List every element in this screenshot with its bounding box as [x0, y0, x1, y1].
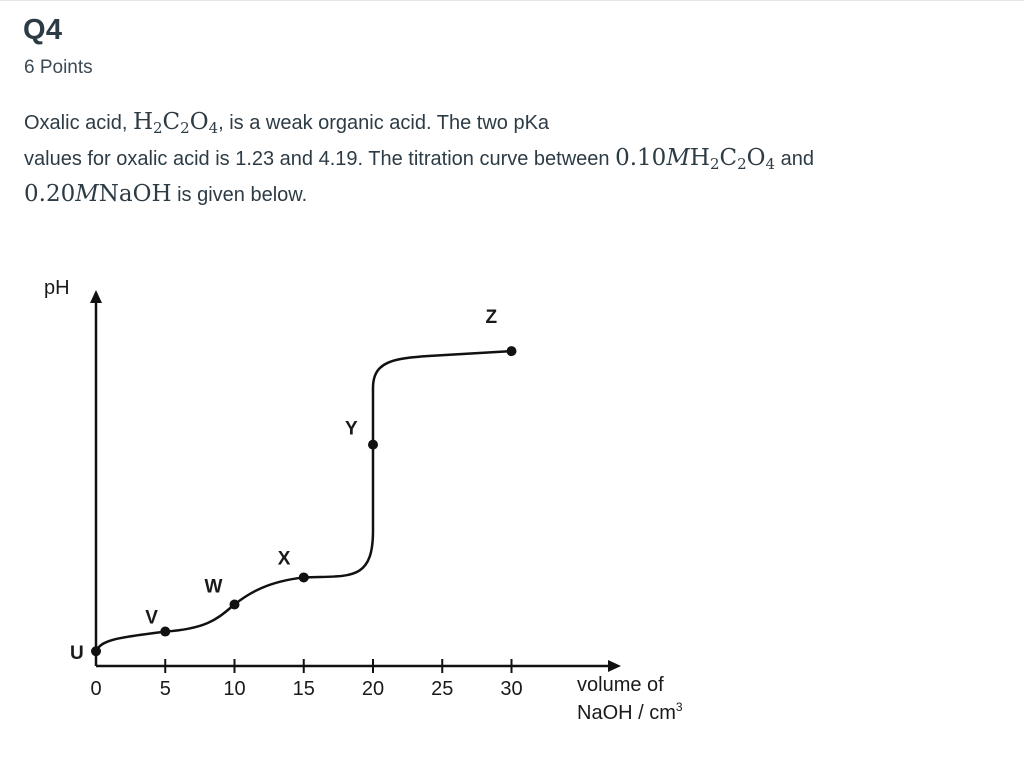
curve-point-label-v: V — [145, 608, 158, 629]
titration-chart: pH volume of NaOH / cm3 0 5 10 15 20 25 30 U V W… — [44, 277, 683, 720]
question-points: 6 Points — [24, 57, 93, 78]
x-tick-label: 15 — [293, 678, 315, 700]
curve-points: U V W X Y Z — [70, 307, 517, 664]
curve-point-label-z: Z — [486, 307, 498, 328]
curve-point-x — [298, 572, 309, 583]
curve-point-label-w: W — [205, 577, 223, 598]
x-tick-label: 0 — [90, 678, 101, 700]
formula-oxalic-acid: H2C2O4 — [132, 109, 219, 137]
question-text-4: and — [775, 148, 814, 170]
curve-point-label-y: Y — [345, 419, 358, 440]
curve-point-z — [506, 346, 517, 357]
top-divider — [0, 0, 1024, 1]
question-text-3: values for oxalic acid is 1.23 and 4.19.… — [24, 148, 616, 170]
question-text-2: , is a weak organic acid. The two pKa — [218, 112, 550, 134]
question-text: Oxalic acid, H2C2O4, is a weak organic a… — [24, 105, 1004, 213]
question-text-5: is given below. — [171, 184, 308, 206]
x-tick-label: 30 — [500, 678, 522, 700]
x-tick-label: 10 — [223, 678, 245, 700]
formula-base-concentration: 0.20MNaOH — [24, 181, 172, 207]
x-axis-label-line1: volume of — [577, 674, 664, 696]
curve-point-u — [91, 646, 101, 657]
curve-point-v — [160, 626, 171, 637]
x-tick-label: 5 — [160, 678, 171, 700]
x-tick-label: 25 — [431, 678, 453, 700]
curve-point-label-x: X — [278, 548, 291, 569]
formula-acid-concentration: 0.10MH2C2O4 — [615, 145, 776, 173]
x-ticks: 0 5 10 15 20 25 30 — [90, 659, 523, 700]
x-axis-label-line2: NaOH / cm3 — [577, 700, 683, 720]
titration-curve-figure: pH volume of NaOH / cm3 0 5 10 15 20 25 30 U V W… — [22, 246, 727, 720]
x-axis-arrow-icon — [608, 660, 621, 672]
y-axis-arrow-icon — [90, 290, 102, 303]
question-title: Q4 — [23, 14, 63, 46]
titration-curve — [94, 349, 512, 652]
curve-point-label-u: U — [70, 643, 84, 664]
x-tick-label: 20 — [362, 678, 384, 700]
y-axis-label: pH — [44, 277, 70, 299]
question-text-1: Oxalic acid, — [24, 112, 133, 134]
curve-point-y — [368, 439, 378, 450]
curve-point-w — [229, 599, 240, 610]
